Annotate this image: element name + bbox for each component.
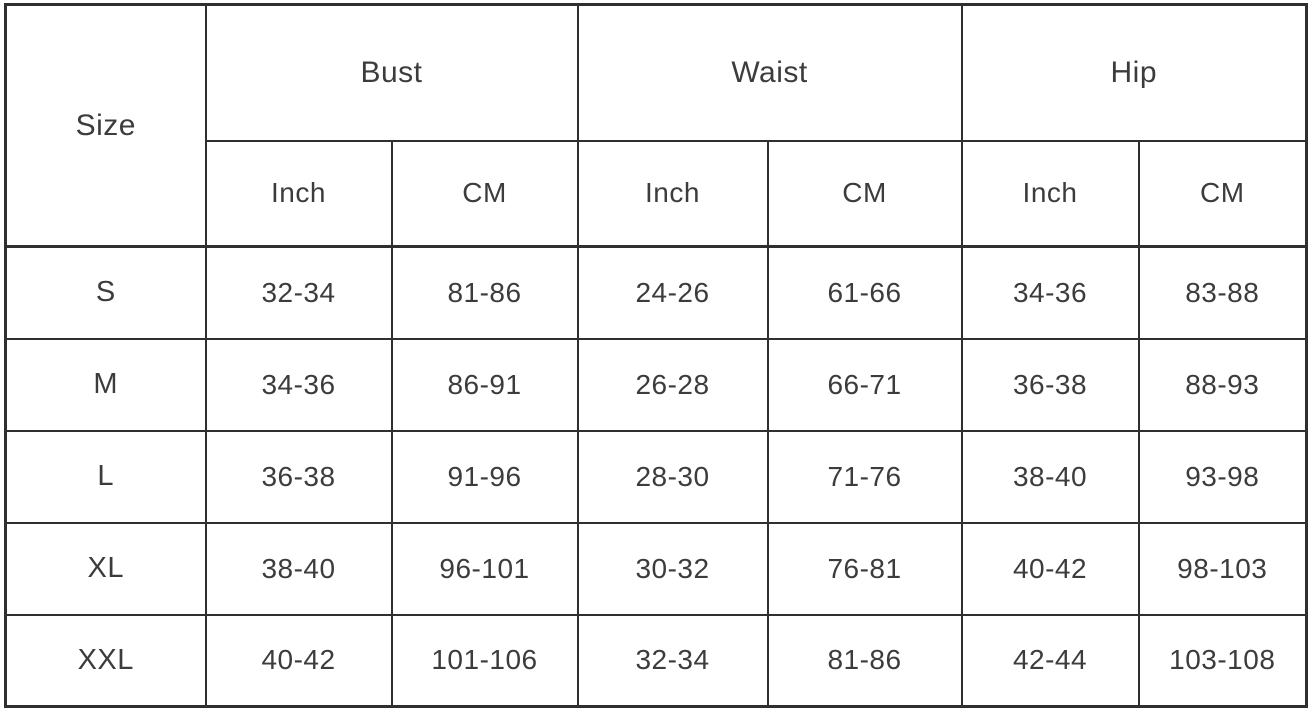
header-waist-inch: Inch <box>576 139 769 248</box>
cell-s-bust-inch: 32-34 <box>204 245 393 340</box>
header-bust-cm: CM <box>390 139 579 248</box>
cell-xl-waist-cm: 76-81 <box>766 521 963 616</box>
table-row-m: M 34-36 86-91 26-28 66-71 36-38 88-93 <box>4 337 1308 432</box>
size-chart-table: Size Bust Waist Hip Inch CM Inch CM Inch… <box>4 3 1309 708</box>
header-hip-inch: Inch <box>960 139 1140 248</box>
cell-l-bust-cm: 91-96 <box>390 429 579 524</box>
cell-xxl-bust-inch: 40-42 <box>204 613 393 708</box>
header-bust-inch: Inch <box>204 139 393 248</box>
cell-l-hip-cm: 93-98 <box>1137 429 1308 524</box>
cell-s-bust-cm: 81-86 <box>390 245 579 340</box>
table-row-xl: XL 38-40 96-101 30-32 76-81 40-42 98-103 <box>4 521 1308 616</box>
cell-xxl-hip-inch: 42-44 <box>960 613 1140 708</box>
size-label-xl: XL <box>4 521 207 616</box>
table-row-l: L 36-38 91-96 28-30 71-76 38-40 93-98 <box>4 429 1308 524</box>
header-waist: Waist <box>576 3 963 142</box>
cell-l-waist-cm: 71-76 <box>766 429 963 524</box>
cell-xl-bust-cm: 96-101 <box>390 521 579 616</box>
cell-xxl-bust-cm: 101-106 <box>390 613 579 708</box>
cell-m-waist-inch: 26-28 <box>576 337 769 432</box>
cell-s-hip-inch: 34-36 <box>960 245 1140 340</box>
cell-xxl-waist-inch: 32-34 <box>576 613 769 708</box>
cell-xl-waist-inch: 30-32 <box>576 521 769 616</box>
cell-l-waist-inch: 28-30 <box>576 429 769 524</box>
cell-m-hip-inch: 36-38 <box>960 337 1140 432</box>
size-label-s: S <box>4 245 207 340</box>
table-row-xxl: XXL 40-42 101-106 32-34 81-86 42-44 103-… <box>4 613 1308 708</box>
cell-m-hip-cm: 88-93 <box>1137 337 1308 432</box>
cell-m-waist-cm: 66-71 <box>766 337 963 432</box>
cell-s-waist-inch: 24-26 <box>576 245 769 340</box>
table-row-s: S 32-34 81-86 24-26 61-66 34-36 83-88 <box>4 245 1308 340</box>
cell-xl-hip-inch: 40-42 <box>960 521 1140 616</box>
cell-s-hip-cm: 83-88 <box>1137 245 1308 340</box>
cell-xl-hip-cm: 98-103 <box>1137 521 1308 616</box>
cell-l-hip-inch: 38-40 <box>960 429 1140 524</box>
header-hip: Hip <box>960 3 1308 142</box>
cell-s-waist-cm: 61-66 <box>766 245 963 340</box>
header-size: Size <box>4 3 207 248</box>
header-bust: Bust <box>204 3 579 142</box>
size-chart-body: S 32-34 81-86 24-26 61-66 34-36 83-88 M … <box>4 245 1308 708</box>
size-chart-header: Size Bust Waist Hip Inch CM Inch CM Inch… <box>4 3 1308 248</box>
header-waist-cm: CM <box>766 139 963 248</box>
group-header-row: Size Bust Waist Hip <box>4 3 1308 248</box>
cell-xl-bust-inch: 38-40 <box>204 521 393 616</box>
size-label-m: M <box>4 337 207 432</box>
cell-l-bust-inch: 36-38 <box>204 429 393 524</box>
header-hip-cm: CM <box>1137 139 1308 248</box>
cell-xxl-hip-cm: 103-108 <box>1137 613 1308 708</box>
cell-xxl-waist-cm: 81-86 <box>766 613 963 708</box>
size-label-l: L <box>4 429 207 524</box>
cell-m-bust-cm: 86-91 <box>390 337 579 432</box>
size-label-xxl: XXL <box>4 613 207 708</box>
unit-header-row: Inch CM Inch CM Inch CM <box>6 139 1308 248</box>
cell-m-bust-inch: 34-36 <box>204 337 393 432</box>
